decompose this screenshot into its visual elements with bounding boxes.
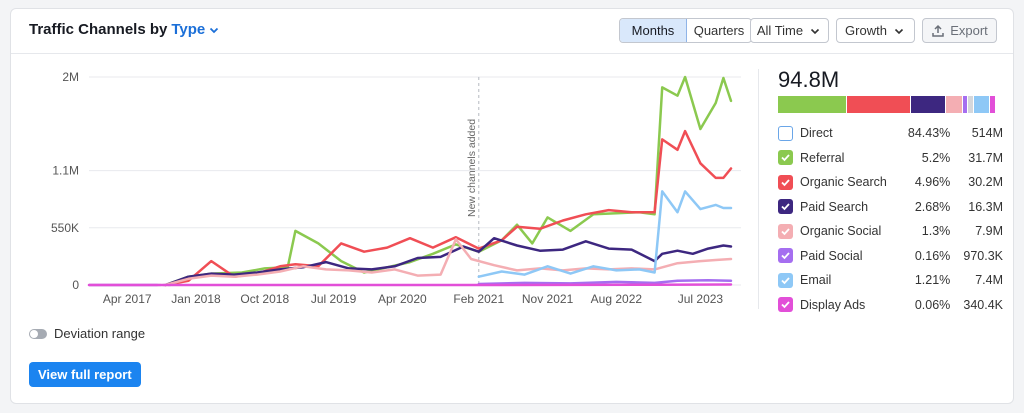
card-header: Traffic Channels by Type Months Quarters … bbox=[11, 9, 1013, 54]
deviation-range-toggle[interactable]: Deviation range bbox=[29, 326, 145, 341]
x-tick-label: Feb 2021 bbox=[453, 292, 504, 306]
x-tick-label: Aug 2022 bbox=[591, 292, 643, 306]
channel-share: 5.2% bbox=[921, 150, 951, 165]
channel-name: Organic Social bbox=[800, 224, 882, 239]
traffic-channels-card: Traffic Channels by Type Months Quarters … bbox=[10, 8, 1014, 404]
checkbox-icon[interactable] bbox=[778, 174, 793, 190]
channel-name: Direct bbox=[800, 126, 833, 141]
legend-row-email[interactable]: Email 1.21% 7.4M bbox=[778, 268, 1003, 293]
share-stacked-bar bbox=[778, 96, 996, 113]
channel-share: 0.06% bbox=[914, 297, 951, 312]
legend-row-organic-social[interactable]: Organic Social 1.3% 7.9M bbox=[778, 219, 1003, 244]
stack-segment bbox=[973, 96, 990, 113]
legend-row-paid-social[interactable]: Paid Social 0.16% 970.3K bbox=[778, 244, 1003, 269]
stack-segment bbox=[963, 96, 969, 113]
checkbox-icon[interactable] bbox=[778, 150, 793, 166]
checkbox-icon[interactable] bbox=[778, 248, 793, 264]
channel-share: 1.3% bbox=[921, 224, 951, 239]
deviation-label: Deviation range bbox=[54, 326, 146, 341]
export-icon bbox=[932, 24, 944, 37]
stack-segment bbox=[989, 96, 996, 113]
channel-value: 31.7M bbox=[968, 150, 1003, 165]
channel-share: 84.43% bbox=[907, 126, 951, 141]
total-visits: 94.8M bbox=[778, 67, 840, 92]
y-tick-label: 2M bbox=[62, 70, 79, 84]
channel-share: 4.96% bbox=[914, 175, 951, 190]
channel-value: 970.3K bbox=[963, 248, 1003, 263]
card-title: Traffic Channels by Type bbox=[29, 21, 220, 38]
type-label: Type bbox=[171, 21, 206, 38]
x-tick-label: Oct 2018 bbox=[240, 292, 289, 306]
title-text: Traffic Channels by bbox=[29, 21, 168, 38]
traffic-line-chart: 0 550K 1.1M 2M Apr 2017 Jan 2018 Oct 2018 Jul 2… bbox=[51, 70, 741, 306]
type-dropdown[interactable]: Type bbox=[171, 21, 220, 38]
x-tick-label: Jul 2019 bbox=[311, 292, 357, 306]
legend-row-display-ads[interactable]: Display Ads 0.06% 340.4K bbox=[778, 293, 1003, 318]
channel-name: Paid Search bbox=[800, 199, 869, 214]
series-line-email bbox=[477, 190, 733, 278]
series-line-organic-search bbox=[164, 129, 733, 287]
checkbox-icon[interactable] bbox=[778, 125, 793, 141]
export-button[interactable]: Export bbox=[922, 18, 997, 43]
metric-select[interactable]: Growth bbox=[836, 18, 915, 43]
channel-value: 7.9M bbox=[975, 224, 1003, 239]
checkbox-icon[interactable] bbox=[778, 297, 793, 313]
channel-share: 2.68% bbox=[914, 199, 951, 214]
y-tick-label: 0 bbox=[72, 278, 79, 292]
chevron-down-icon bbox=[811, 28, 820, 34]
series-line-display-ads bbox=[87, 283, 733, 287]
period-label: All Time bbox=[756, 23, 804, 38]
legend-row-organic-search[interactable]: Organic Search 4.96% 30.2M bbox=[778, 170, 1003, 195]
channel-legend: 94.8M Direct 84.43% 514M Referral 5.2% 31.7M O… bbox=[778, 67, 1003, 317]
metric-label: Growth bbox=[845, 23, 887, 38]
channel-value: 340.4K bbox=[963, 297, 1003, 312]
channel-value: 30.2M bbox=[968, 175, 1003, 190]
checkbox-icon[interactable] bbox=[778, 272, 793, 288]
x-tick-label: Apr 2017 bbox=[103, 292, 152, 306]
channel-value: 514M bbox=[971, 126, 1003, 141]
channel-name: Email bbox=[800, 273, 832, 288]
x-tick-label: Jul 2023 bbox=[678, 292, 724, 306]
export-label: Export bbox=[950, 23, 988, 38]
annotation-label: New channels added bbox=[466, 119, 478, 217]
chevron-down-icon bbox=[894, 28, 904, 34]
legend-divider bbox=[758, 69, 759, 309]
legend-row-paid-search[interactable]: Paid Search 2.68% 16.3M bbox=[778, 195, 1003, 220]
channel-share: 1.21% bbox=[914, 273, 951, 288]
stack-segment bbox=[968, 96, 974, 113]
y-tick-label: 1.1M bbox=[52, 164, 79, 178]
checkbox-icon[interactable] bbox=[778, 199, 793, 215]
quarters-button[interactable]: Quarters bbox=[693, 23, 745, 38]
channel-name: Paid Social bbox=[800, 248, 863, 263]
channel-value: 7.4M bbox=[975, 273, 1003, 288]
x-tick-label: Apr 2020 bbox=[378, 292, 427, 306]
legend-rows: Direct 84.43% 514M Referral 5.2% 31.7M Organic… bbox=[778, 121, 1003, 317]
x-tick-label: Jan 2018 bbox=[171, 292, 221, 306]
channel-name: Organic Search bbox=[800, 175, 887, 190]
y-tick-label: 550K bbox=[51, 221, 79, 235]
series-line-organic-social bbox=[164, 237, 733, 287]
checkbox-icon[interactable] bbox=[778, 223, 793, 239]
toggle-switch[interactable] bbox=[29, 328, 47, 339]
stack-segment bbox=[847, 96, 912, 113]
stack-segment bbox=[778, 96, 848, 113]
legend-row-referral[interactable]: Referral 5.2% 31.7M bbox=[778, 146, 1003, 171]
stack-segment bbox=[945, 96, 964, 113]
series-line-paid-social bbox=[477, 279, 733, 286]
channel-name: Display Ads bbox=[800, 297, 866, 312]
channel-value: 16.3M bbox=[968, 199, 1003, 214]
x-tick-label: Nov 2021 bbox=[522, 292, 574, 306]
months-button[interactable]: Months bbox=[620, 19, 687, 42]
view-full-report-button[interactable]: View full report bbox=[29, 362, 141, 387]
channel-share: 0.16% bbox=[914, 248, 951, 263]
chevron-down-icon bbox=[210, 27, 219, 34]
period-select[interactable]: All Time bbox=[750, 18, 829, 43]
series-line-paid-search bbox=[164, 236, 733, 287]
legend-row-direct[interactable]: Direct 84.43% 514M bbox=[778, 121, 1003, 146]
stack-segment bbox=[911, 96, 946, 113]
channel-name: Referral bbox=[800, 150, 845, 165]
